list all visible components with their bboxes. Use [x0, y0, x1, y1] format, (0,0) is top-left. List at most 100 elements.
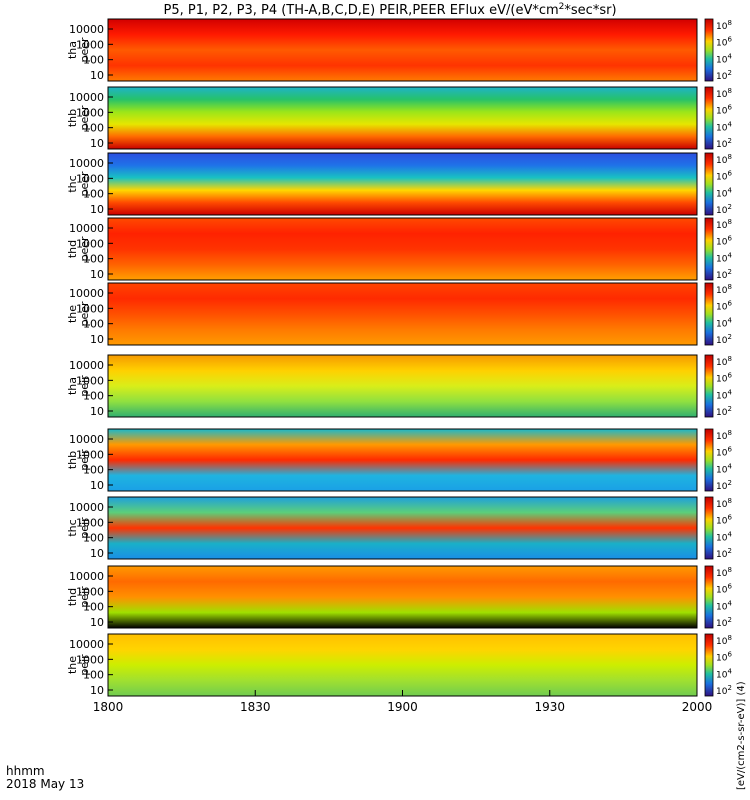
spectrogram-tha-peir — [107, 354, 698, 418]
colorbar-tick-label: 104 — [716, 52, 732, 65]
y-tick-label: 1000 — [76, 653, 104, 666]
panel-thc-peer: 10000 1000 100 10 thcpeer 108 106 104 102 — [66, 152, 732, 216]
panel-label: thcpeer — [66, 171, 91, 197]
colorbar-tick-label: 102 — [716, 69, 732, 82]
colorbar — [704, 354, 714, 418]
y-tick-label: 100 — [83, 188, 104, 201]
panel-label: thcpeir — [66, 517, 91, 539]
colorbar-tick-label: 104 — [716, 388, 732, 401]
y-tick-label: 1000 — [76, 172, 104, 185]
panel-label: thepeer — [66, 301, 91, 327]
colorbar-tick-label: 106 — [716, 36, 732, 49]
spectrogram-panels: 10000100010010thapeer1081061041021000010… — [66, 18, 732, 697]
y-tick-label: 10 — [90, 137, 104, 150]
y-tick-label: 10 — [90, 547, 104, 560]
time-axis: 1800 1830 1900 1930 2000 — [93, 690, 713, 714]
panel-the-peer: 10000 1000 100 10 thepeer 108 106 104 102 — [66, 282, 732, 346]
y-tick-label: 10000 — [69, 157, 104, 170]
y-tick-label: 100 — [83, 253, 104, 266]
colorbar-tick-label: 108 — [716, 429, 732, 442]
figure-title: P5, P1, P2, P3, P4 (TH-A,B,C,D,E) PEIR,P… — [163, 2, 616, 18]
y-tick-label: 10000 — [69, 638, 104, 651]
colorbar-tick-label: 108 — [716, 19, 732, 32]
panel-thc-peir: 10000 1000 100 10 thcpeir 108 106 104 102 — [66, 496, 732, 560]
panel-label: thepeir — [66, 654, 91, 676]
spectrogram-thb-peer — [107, 86, 698, 150]
colorbar-tick-label: 106 — [716, 104, 732, 117]
panel-label: thdpeir — [66, 586, 91, 608]
y-tick-label: 1000 — [76, 302, 104, 315]
colorbar-tick-label: 106 — [716, 300, 732, 313]
y-tick-label: 10000 — [69, 570, 104, 583]
y-tick-label: 1000 — [76, 106, 104, 119]
colorbar-tick-label: 106 — [716, 446, 732, 459]
colorbar — [704, 18, 714, 82]
y-tick-label: 1000 — [76, 237, 104, 250]
panel-label: thdpeer — [66, 236, 91, 262]
y-tick-label: 10 — [90, 268, 104, 281]
time-unit-label: hhmm — [6, 764, 45, 778]
y-tick-label: 100 — [83, 532, 104, 545]
colorbar-tick-label: 108 — [716, 218, 732, 231]
colorbar-tick-label: 102 — [716, 547, 732, 560]
y-tick-label: 10 — [90, 333, 104, 346]
y-tick-label: 10 — [90, 684, 104, 697]
colorbar-tick-label: 108 — [716, 87, 732, 100]
colorbar-tick-label: 102 — [716, 684, 732, 697]
spectrogram-the-peir — [107, 633, 698, 697]
y-tick-label: 1000 — [76, 516, 104, 529]
panel-thb-peir: 10000 1000 100 10 thbpeir 108 106 104 102 — [66, 428, 732, 492]
colorbar-tick-label: 108 — [716, 283, 732, 296]
colorbar-tick-label: 102 — [716, 616, 732, 629]
colorbar — [704, 633, 714, 697]
y-tick-label: 100 — [83, 669, 104, 682]
y-tick-label: 1000 — [76, 374, 104, 387]
colorbar-tick-label: 104 — [716, 186, 732, 199]
y-tick-label: 10000 — [69, 23, 104, 36]
colorbar-tick-label: 106 — [716, 372, 732, 385]
spectrogram-tha-peer — [107, 18, 698, 82]
colorbar — [704, 217, 714, 281]
y-tick-label: 10000 — [69, 287, 104, 300]
colorbar — [704, 282, 714, 346]
colorbar-tick-label: 106 — [716, 170, 732, 183]
panel-the-peir: 10000 1000 100 10 thepeir 108 106 104 102 — [66, 633, 732, 697]
colorbar-tick-label: 106 — [716, 583, 732, 596]
panel-tha-peer: 10000 1000 100 10 thapeer 108 106 104 102 — [66, 18, 732, 82]
panel-thd-peer: 10000 1000 100 10 thdpeer 108 106 104 102 — [66, 217, 732, 281]
colorbar-tick-label: 106 — [716, 514, 732, 527]
colorbar-tick-label: 104 — [716, 599, 732, 612]
colorbar-tick-label: 104 — [716, 316, 732, 329]
spectrogram-thc-peir — [107, 496, 698, 560]
colorbar-tick-label: 104 — [716, 462, 732, 475]
y-tick-label: 10 — [90, 479, 104, 492]
y-tick-label: 100 — [83, 318, 104, 331]
spectrogram-the-peer — [107, 282, 698, 346]
x-tick-label: 2000 — [682, 700, 713, 714]
date-label: 2018 May 13 — [6, 777, 84, 791]
colorbar-tick-label: 106 — [716, 235, 732, 248]
colorbar-tick-label: 104 — [716, 667, 732, 680]
spectrogram-thd-peer — [107, 217, 698, 281]
colorbar-tick-label: 108 — [716, 497, 732, 510]
x-tick-label: 1900 — [387, 700, 418, 714]
panel-thb-peer: 10000 1000 100 10 thbpeer 108 106 104 102 — [66, 86, 732, 150]
colorbar-tick-label: 104 — [716, 530, 732, 543]
y-tick-label: 100 — [83, 122, 104, 135]
y-tick-label: 1000 — [76, 38, 104, 51]
colorbar-tick-label: 108 — [716, 634, 732, 647]
colorbar-tick-label: 106 — [716, 651, 732, 664]
panel-label: thbpeer — [66, 105, 91, 131]
colorbar-tick-label: 102 — [716, 137, 732, 150]
colorbar-tick-label: 102 — [716, 268, 732, 281]
colorbar — [704, 496, 714, 560]
y-tick-label: 1000 — [76, 448, 104, 461]
y-tick-label: 10 — [90, 203, 104, 216]
panel-label: thapeer — [66, 37, 91, 63]
x-tick-label: 1800 — [93, 700, 124, 714]
colorbar-tick-label: 102 — [716, 203, 732, 216]
y-tick-label: 10000 — [69, 222, 104, 235]
panel-label: thapeir — [66, 375, 91, 397]
colorbar-tick-label: 102 — [716, 479, 732, 492]
